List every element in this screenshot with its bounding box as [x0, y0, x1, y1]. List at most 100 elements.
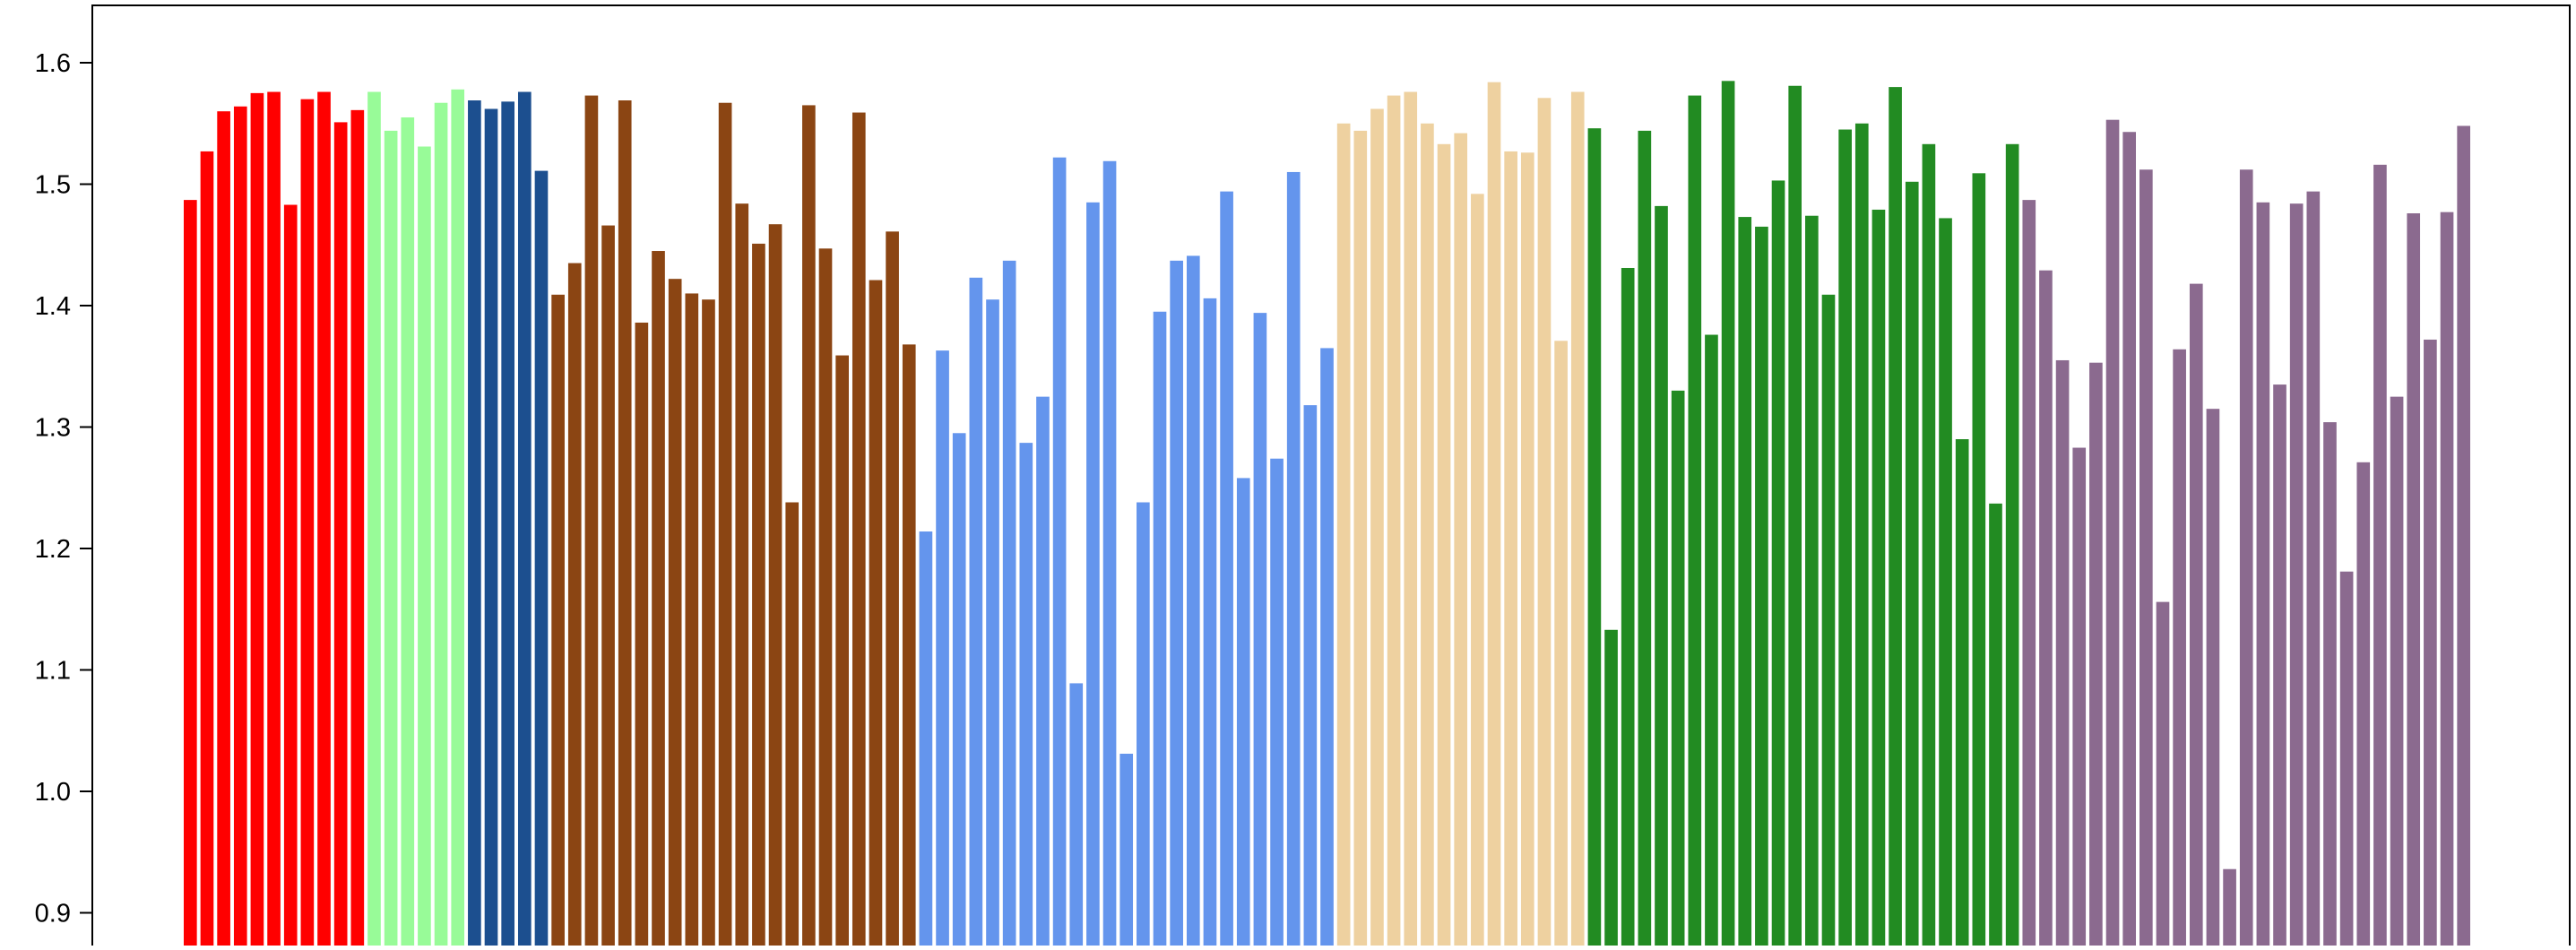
- bar-group-2: [401, 117, 415, 950]
- bar-group-5: [1220, 191, 1233, 950]
- bar-group-4: [635, 322, 649, 950]
- bar-group-7: [1805, 215, 1819, 950]
- bar-group-1: [350, 109, 365, 950]
- bar-group-7: [1587, 128, 1602, 950]
- bar-group-4: [601, 225, 615, 950]
- bar-group-5: [1270, 458, 1284, 950]
- bar-group-8: [2273, 384, 2286, 950]
- bar-group-5: [936, 350, 949, 950]
- bar-group-7: [1671, 390, 1685, 950]
- bar-group-2: [384, 130, 398, 950]
- bar-group-7: [1721, 81, 1735, 950]
- bar-group-1: [250, 92, 264, 950]
- bar-group-8: [2173, 349, 2186, 950]
- bar-group-6: [1487, 82, 1501, 950]
- bar-group-5: [1036, 396, 1050, 950]
- bar-group-5: [1002, 260, 1016, 950]
- y-tick-label: 1.2: [35, 535, 71, 564]
- y-tick-label: 1.1: [35, 657, 71, 686]
- bar-group-8: [2407, 213, 2421, 950]
- bar-group-1: [317, 91, 331, 950]
- bar-group-3: [484, 108, 498, 950]
- bar-group-8: [2256, 202, 2270, 950]
- bar-group-5: [969, 277, 983, 950]
- bar-group-4: [785, 502, 800, 950]
- bar-group-5: [1086, 202, 1100, 950]
- bar-group-8: [2039, 270, 2053, 950]
- bar-group-8: [2289, 203, 2304, 950]
- bar-group-7: [1889, 87, 1902, 950]
- bar-group-5: [1170, 260, 1183, 950]
- bar-group-5: [1253, 313, 1267, 950]
- bar-group-4: [752, 243, 765, 950]
- bar-group-8: [2239, 169, 2253, 950]
- bar-group-5: [1153, 311, 1167, 950]
- bar-group-6: [1353, 130, 1368, 950]
- bar-group-4: [886, 231, 899, 950]
- bar-group-7: [1638, 130, 1652, 950]
- bar-group-5: [1320, 348, 1334, 950]
- bar-group-1: [333, 122, 348, 950]
- bar-group-7: [1705, 334, 1718, 950]
- bar-group-4: [652, 251, 665, 950]
- y-tick-label: 1.4: [35, 292, 71, 321]
- bar-group-6: [1370, 108, 1384, 950]
- bar-group-4: [802, 105, 816, 950]
- bar-group-3: [468, 100, 481, 950]
- bar-group-1: [233, 106, 247, 950]
- bar-group-4: [851, 112, 866, 950]
- bar-group-7: [1955, 439, 1969, 950]
- bar-group-1: [217, 111, 230, 950]
- bar-group-7: [1939, 218, 1952, 950]
- bar-group-8: [2072, 447, 2087, 950]
- bar-group-4: [902, 344, 916, 950]
- bar-group-4: [835, 355, 849, 950]
- bar-group-5: [1052, 157, 1067, 950]
- bar-group-8: [2457, 125, 2470, 950]
- bar-group-7: [1738, 217, 1752, 950]
- bar-group-5: [1019, 443, 1033, 950]
- bar-group-2: [434, 102, 448, 950]
- bar-group-4: [584, 95, 599, 950]
- bar-group-5: [986, 299, 999, 950]
- bar-group-7: [1788, 85, 1802, 950]
- bar-group-8: [2424, 339, 2437, 950]
- bar-group-5: [1286, 171, 1301, 950]
- bar-group-4: [768, 224, 782, 950]
- bar-group-8: [2306, 191, 2321, 950]
- bar-group-8: [2156, 601, 2170, 950]
- bar-group-6: [1520, 152, 1534, 950]
- bar-group-7: [1871, 209, 1886, 950]
- bar-group-5: [1119, 754, 1134, 950]
- y-tick-label: 1.5: [35, 171, 71, 200]
- bar-group-4: [818, 248, 833, 950]
- bar-group-6: [1504, 151, 1517, 950]
- bar-group-1: [184, 200, 197, 950]
- bar-group-8: [2189, 283, 2203, 950]
- bar-group-7: [1922, 143, 1936, 950]
- bar-group-4: [869, 280, 883, 950]
- y-tick-label: 1.0: [35, 778, 71, 807]
- bar-group-6: [1570, 91, 1585, 950]
- bar-group-7: [1821, 294, 1836, 950]
- bar-group-5: [919, 531, 933, 950]
- plot-frame: [91, 4, 2571, 950]
- bar-group-5: [952, 433, 966, 950]
- bars: [184, 81, 2470, 950]
- bar-group-6: [1471, 194, 1484, 950]
- y-tick-label: 1.6: [35, 49, 71, 78]
- bar-group-6: [1537, 98, 1552, 950]
- bar-group-6: [1454, 133, 1468, 950]
- bar-group-5: [1069, 683, 1084, 950]
- bar-group-8: [2055, 359, 2070, 950]
- y-tick-label: 0.9: [35, 900, 71, 928]
- bar-group-8: [2223, 868, 2236, 950]
- bar-group-8: [2323, 422, 2337, 950]
- bar-group-8: [2390, 396, 2404, 950]
- bar-group-8: [2022, 200, 2036, 950]
- bar-group-1: [283, 204, 298, 950]
- bar-group-5: [1102, 160, 1117, 950]
- bar-group-7: [1838, 129, 1852, 950]
- bar-group-7: [1688, 95, 1702, 950]
